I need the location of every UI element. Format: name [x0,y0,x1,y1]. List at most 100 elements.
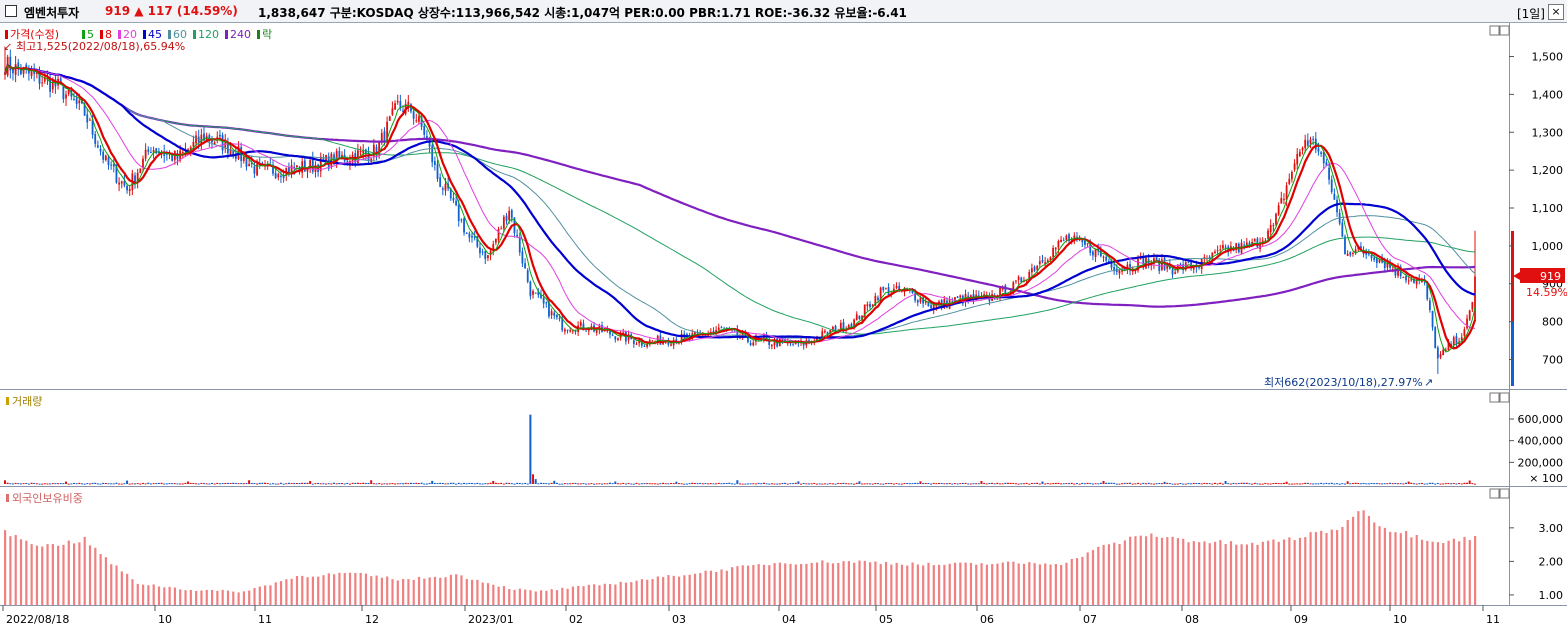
foreign-ratio-bar [614,584,617,605]
foreign-ratio-bar [364,573,368,605]
volume-bar [232,482,235,484]
candle [651,340,654,342]
candle [1407,277,1410,285]
volume-bar [654,483,657,485]
candle [715,326,718,336]
candle [632,339,635,348]
foreign-tick-label: 2.00 [1539,555,1564,568]
volume-bar [532,474,535,484]
foreign-ratio-bar [1102,544,1105,605]
select-checkbox[interactable] [5,5,17,17]
candle [1320,150,1323,157]
volume-bar [1102,480,1105,484]
volume-bar [1309,483,1312,485]
candle [49,71,52,98]
foreign-ratio-bar [640,579,644,605]
legend-swatch-icon [100,30,103,39]
volume-bar [1354,482,1357,484]
volume-bar [754,483,757,485]
foreign-ratio-bar [460,575,463,605]
candle [585,330,588,332]
volume-bar [1338,483,1341,485]
volume-bar [1049,483,1052,485]
legend-label: 60 [173,28,187,41]
foreign-ratio-bar [1118,543,1121,605]
candle [460,218,463,223]
volume-bar [988,482,991,484]
panel-control-icons[interactable] [1489,25,1510,499]
candle [173,150,176,165]
foreign-ratio-bar [35,545,39,605]
foreign-ratio-bar [115,565,118,605]
candle [1086,242,1089,248]
volume-bar [107,483,110,485]
candle [412,107,415,125]
volume-bar [287,482,290,484]
candle [1038,256,1041,268]
chart-header: 엠벤처투자 919 ▲ 117 (14.59%) 1,838,647 구분:KO… [0,0,1567,23]
candle [916,299,919,307]
foreign-ratio-bar [1463,536,1466,605]
foreign-ratio-bar [19,539,23,605]
current-price-tag [1520,268,1565,283]
volume-bar [760,483,763,485]
volume-bar [1320,482,1323,484]
volume-bar [1190,483,1193,485]
volume-bar [585,483,588,485]
foreign-ratio-bar [423,578,426,605]
volume-bar [922,483,925,485]
volume-bar [715,483,718,485]
volume-bar [1426,483,1429,485]
legend-label: 5 [87,28,94,41]
volume-bar [298,483,301,485]
candle [280,170,282,183]
volume-bar [792,483,795,485]
volume-bar [86,483,89,485]
volume-bar [192,482,195,484]
x-tick-label: 08 [1185,613,1199,626]
foreign-ratio-bar [1304,537,1307,605]
volume-bar [951,483,954,485]
volume-bar [242,483,245,485]
volume-bar [1221,483,1224,485]
volume-bar [932,482,935,484]
foreign-ratio-bar [1203,541,1206,605]
candle [407,94,410,112]
candle [1179,262,1182,266]
volume-bar [1211,483,1214,485]
foreign-ratio-bar [30,544,33,605]
candle [1118,268,1121,279]
volume-bar [423,483,426,485]
foreign-ratio-bar [1336,530,1339,605]
volume-bar [9,483,12,485]
volume-bar [1378,483,1381,485]
close-button[interactable]: × [1548,4,1564,20]
legend-swatch-icon [257,30,260,39]
volume-bar [67,483,70,485]
foreign-ratio-bar [1373,522,1376,605]
foreign-ratio-bar [1251,542,1254,605]
period-selector[interactable]: [1일] [1516,7,1545,21]
candle [959,294,962,301]
foreign-ratio-bar [842,561,845,605]
volume-bar [1253,482,1256,484]
foreign-ratio-bar [815,562,819,605]
volume-bar [765,483,768,485]
candle [855,311,858,321]
foreign-ratio-bar [985,564,988,605]
x-tick-label: 2023/01 [468,613,514,626]
x-tick-label: 07 [1083,613,1097,626]
volume-bar [449,482,452,484]
candle [142,155,144,172]
volume-bar [1171,483,1174,485]
foreign-ratio-bar [4,530,7,605]
candle [62,84,65,103]
candle [1015,280,1017,284]
foreign-ratio-bar [1351,516,1355,605]
foreign-ratio-bar [1277,541,1280,605]
volume-bar [587,483,590,485]
volume-bar [601,483,604,485]
volume-bar [943,483,946,485]
foreign-ratio-bar [1123,540,1126,605]
volume-bar [953,483,956,485]
